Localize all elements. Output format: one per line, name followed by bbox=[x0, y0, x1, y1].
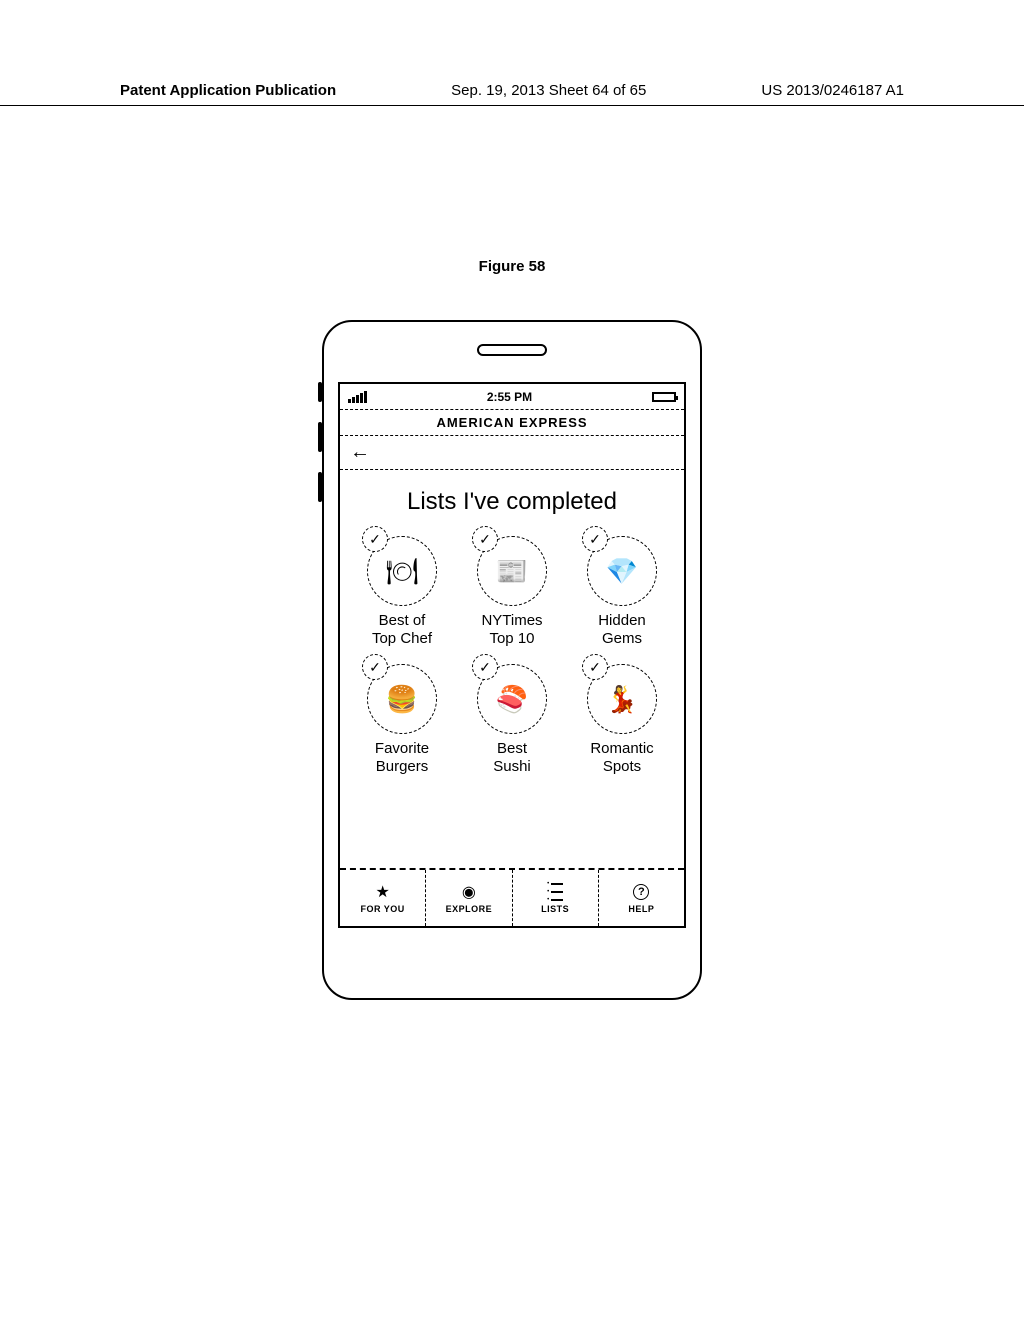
header-mid: Sep. 19, 2013 Sheet 64 of 65 bbox=[451, 82, 646, 99]
header-right: US 2013/0246187 A1 bbox=[761, 82, 904, 99]
list-card[interactable]: 💎 ✓ HiddenGems bbox=[570, 530, 674, 648]
checkmark-icon: ✓ bbox=[582, 654, 608, 680]
lists-grid: 🍽 ✓ Best ofTop Chef 📰 ✓ NYTimesTop 10 bbox=[350, 530, 674, 776]
patent-header: Patent Application Publication Sep. 19, … bbox=[0, 82, 1024, 106]
tab-for-you[interactable]: ★ FOR YOU bbox=[340, 870, 426, 926]
list-card[interactable]: 🍣 ✓ BestSushi bbox=[460, 658, 564, 776]
back-arrow-icon[interactable]: ← bbox=[350, 441, 370, 464]
status-time: 2:55 PM bbox=[487, 390, 532, 404]
list-card[interactable]: 💃 ✓ RomanticSpots bbox=[570, 658, 674, 776]
card-label: BestSushi bbox=[460, 740, 564, 776]
screen: 2:55 PM AMERICAN EXPRESS ← Lists I've co… bbox=[338, 382, 686, 928]
tab-bar: ★ FOR YOU ◉ EXPLORE LISTS ? HELP bbox=[340, 868, 684, 926]
list-icon bbox=[547, 882, 563, 902]
app-title: AMERICAN EXPRESS bbox=[340, 410, 684, 436]
nav-row: ← bbox=[340, 436, 684, 470]
checkmark-icon: ✓ bbox=[472, 526, 498, 552]
battery-icon bbox=[652, 392, 676, 402]
checkmark-icon: ✓ bbox=[362, 654, 388, 680]
signal-icon bbox=[348, 391, 367, 403]
checkmark-icon: ✓ bbox=[362, 526, 388, 552]
card-label: RomanticSpots bbox=[570, 740, 674, 776]
card-label: NYTimesTop 10 bbox=[460, 612, 564, 648]
page-title: Lists I've completed bbox=[350, 488, 674, 516]
tab-lists[interactable]: LISTS bbox=[513, 870, 599, 926]
speaker-slot bbox=[477, 344, 547, 356]
side-buttons bbox=[318, 382, 322, 522]
card-label: FavoriteBurgers bbox=[350, 740, 454, 776]
status-bar: 2:55 PM bbox=[340, 384, 684, 410]
star-icon: ★ bbox=[375, 882, 389, 902]
card-label: Best ofTop Chef bbox=[350, 612, 454, 648]
figure-label: Figure 58 bbox=[0, 258, 1024, 275]
list-card[interactable]: 🍽 ✓ Best ofTop Chef bbox=[350, 530, 454, 648]
header-left: Patent Application Publication bbox=[120, 82, 336, 99]
content-area: Lists I've completed 🍽 ✓ Best ofTop Chef… bbox=[340, 470, 684, 868]
checkmark-icon: ✓ bbox=[582, 526, 608, 552]
tab-explore[interactable]: ◉ EXPLORE bbox=[426, 870, 512, 926]
checkmark-icon: ✓ bbox=[472, 654, 498, 680]
target-icon: ◉ bbox=[462, 882, 476, 902]
help-icon: ? bbox=[633, 882, 649, 902]
list-card[interactable]: 📰 ✓ NYTimesTop 10 bbox=[460, 530, 564, 648]
tab-help[interactable]: ? HELP bbox=[599, 870, 684, 926]
list-card[interactable]: 🍔 ✓ FavoriteBurgers bbox=[350, 658, 454, 776]
phone-frame: 2:55 PM AMERICAN EXPRESS ← Lists I've co… bbox=[322, 320, 702, 1000]
card-label: HiddenGems bbox=[570, 612, 674, 648]
